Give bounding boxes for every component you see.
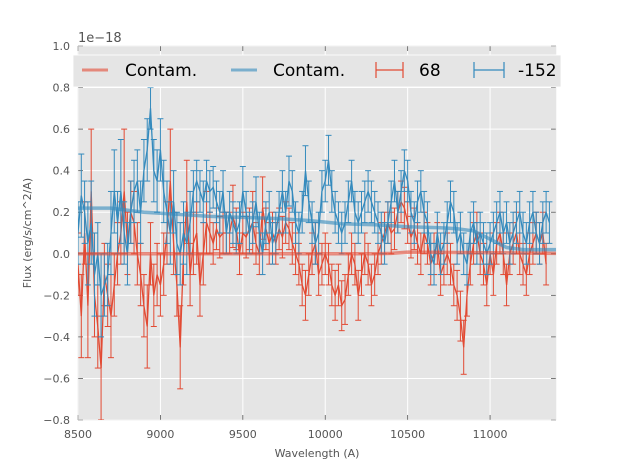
legend-marker-68	[375, 62, 404, 78]
x-tick-label: 9000	[146, 428, 174, 441]
x-tick-label: 10000	[308, 428, 343, 441]
y-tick-label: 0.4	[53, 165, 71, 178]
x-tick-label: 8500	[64, 428, 92, 441]
x-axis-label: Wavelength (A)	[275, 447, 360, 460]
errorbar	[546, 201, 553, 244]
y-tick-label: 1.0	[53, 40, 71, 53]
y-tick-label: −0.6	[43, 372, 70, 385]
legend-label-neg152: -152	[518, 61, 557, 81]
series-group	[78, 87, 556, 420]
y-tick-label: 0.8	[53, 82, 71, 95]
y-tick-label: −0.8	[43, 414, 70, 427]
legend-marker-neg152	[473, 62, 505, 78]
legend-box	[72, 54, 562, 88]
contamination-line	[78, 206, 556, 252]
y-tick-label: 0.2	[53, 206, 71, 219]
y-offset-label: 1e−18	[78, 31, 122, 46]
y-axis-label: Flux (erg/s/cm^2/A)	[21, 178, 34, 288]
y-tick-label: −0.4	[43, 331, 70, 344]
legend-label-contam-blue: Contam.	[273, 61, 345, 81]
x-tick-label: 10500	[390, 428, 425, 441]
contamination-line	[78, 250, 556, 256]
legend-label-68: 68	[419, 61, 441, 81]
legend-label-contam-red: Contam.	[125, 61, 197, 81]
x-tick-label: 9500	[229, 428, 257, 441]
axes: 8500 9000 9500 10000 10500 11000 −0.8 −0.6 −0.4 −…	[43, 40, 557, 441]
y-tick-label: −0.2	[43, 289, 70, 302]
legend: Contam. Contam. 68 -152	[72, 54, 562, 88]
series-layer	[78, 87, 556, 420]
x-tick-label: 11000	[473, 428, 508, 441]
y-tick-label: 0.6	[53, 123, 71, 136]
y-tick-label: 0.0	[53, 248, 71, 261]
errorbar	[78, 201, 81, 265]
